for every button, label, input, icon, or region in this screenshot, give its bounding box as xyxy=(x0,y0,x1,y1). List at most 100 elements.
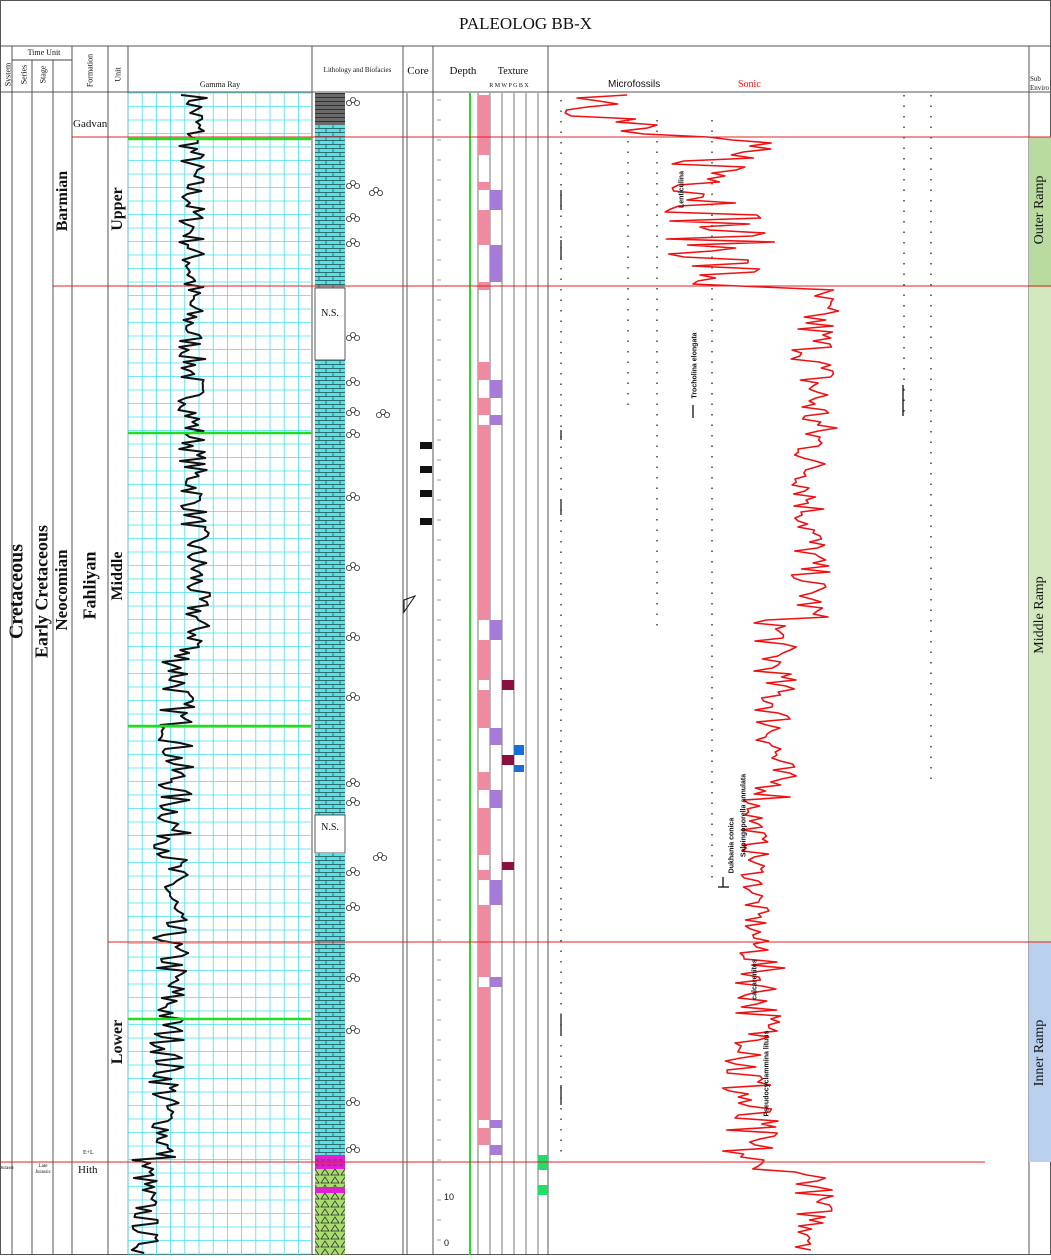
env-middle-ramp xyxy=(1029,287,1051,942)
series-base-label: Late Jurassic xyxy=(35,1164,51,1175)
texture-bar xyxy=(478,905,490,977)
depth-tick-label: 0 xyxy=(444,1238,450,1248)
texture-bar xyxy=(490,620,502,640)
fossil-symbol xyxy=(345,797,360,807)
header-sonic: Sonic xyxy=(738,79,761,90)
unit-middle-label: Middle xyxy=(109,551,126,601)
fossil-symbol xyxy=(345,902,360,912)
header-microfossils: Microfossils xyxy=(608,79,661,90)
fossil-label: calcarenites xyxy=(751,959,759,1000)
texture-bar xyxy=(478,640,490,680)
unit-upper-label: Upper xyxy=(109,187,126,231)
texture-bar xyxy=(490,190,502,210)
fossil-symbol xyxy=(345,376,360,386)
texture-bar xyxy=(490,245,502,253)
env-label-inner: Inner Ramp xyxy=(1032,1019,1047,1087)
depth-tick-label: 10 xyxy=(444,1192,455,1202)
texture-bar xyxy=(490,790,502,808)
fossil-symbol xyxy=(345,692,360,702)
sonic-curve xyxy=(564,94,840,1251)
unit-el-label: E+L xyxy=(83,1150,94,1156)
fossil-symbol xyxy=(345,428,360,438)
depth-column xyxy=(437,93,471,1255)
fossil-symbol xyxy=(345,97,360,107)
fossil-symbol xyxy=(368,186,383,196)
fossil-symbol xyxy=(345,1025,360,1035)
fossil-symbol xyxy=(345,406,360,416)
header-time-unit: Time Unit xyxy=(27,48,61,57)
texture-bar xyxy=(490,728,502,745)
formation-main-label: Fahliyan xyxy=(79,551,100,620)
fossil-label: Dukhania conica xyxy=(728,817,736,874)
texture-bar xyxy=(502,680,514,690)
biofacies-symbols xyxy=(345,97,390,1154)
gamma-markers xyxy=(128,137,312,1021)
fossil-range-markers xyxy=(692,385,904,888)
header-unit: Unit xyxy=(113,67,123,82)
fossil-label: Salpingoporella annulata xyxy=(740,773,748,858)
formation-base-label: Hith xyxy=(78,1164,98,1176)
fossil-symbol xyxy=(345,562,360,572)
fossil-symbol xyxy=(345,331,360,341)
stage-label: Neocomian xyxy=(52,549,71,631)
texture-bar xyxy=(490,1145,502,1155)
header-sub-environment: Sub Enviro xyxy=(1030,75,1050,92)
texture-bar xyxy=(502,862,514,870)
texture-bar xyxy=(478,398,490,415)
fossil-symbol xyxy=(345,973,360,983)
env-inner-ramp xyxy=(1029,942,1051,1162)
header-stage: Stage xyxy=(38,65,48,84)
header-system: System xyxy=(3,62,13,87)
fossil-symbol xyxy=(345,179,360,189)
fossil-symbol xyxy=(345,1097,360,1107)
texture-bar xyxy=(478,210,490,245)
fossil-symbol xyxy=(345,632,360,642)
system-base-label: Jurassic xyxy=(0,1166,14,1171)
texture-letters: R M W P G B X xyxy=(489,83,529,89)
boundary-lines xyxy=(0,136,1051,1163)
texture-bar xyxy=(478,690,490,728)
texture-bar xyxy=(490,977,502,987)
environment-column xyxy=(1029,137,1051,1162)
texture-bar xyxy=(478,808,490,855)
not-sampled-label: N.S. xyxy=(321,822,339,833)
texture-bar xyxy=(490,380,502,398)
column-dividers xyxy=(11,46,1030,1255)
texture-bar xyxy=(490,880,502,905)
texture-bar xyxy=(478,425,490,620)
header-depth: Depth xyxy=(449,65,477,77)
texture-bar xyxy=(478,182,490,190)
header-core: Core xyxy=(407,65,429,77)
texture-bar xyxy=(478,772,490,790)
texture-bar xyxy=(478,870,490,880)
texture-bar xyxy=(478,95,490,155)
fossil-symbol xyxy=(372,852,387,862)
header-lithology: Lithology and Biofacies xyxy=(323,66,392,74)
texture-bar xyxy=(490,415,502,425)
fossil-label: Trocholina elongata xyxy=(691,332,699,399)
fossil-label: Pseudocyclammina lituus xyxy=(763,1030,771,1117)
header-series: Series xyxy=(19,64,29,85)
not-sampled-label: N.S. xyxy=(321,308,339,319)
system-label: Cretaceous xyxy=(5,543,28,640)
texture-bar xyxy=(514,745,524,755)
fossil-symbol xyxy=(345,1144,360,1154)
formation-top-label: Gadvan xyxy=(73,118,108,130)
fossil-symbol xyxy=(345,778,360,788)
texture-column xyxy=(477,93,548,1255)
gamma-ray-curve xyxy=(130,94,211,1254)
figure-title: PALEOLOG BB-X xyxy=(458,14,593,33)
stage-upper-label: Barmian xyxy=(54,170,71,232)
fossil-symbol xyxy=(345,867,360,877)
texture-bar xyxy=(490,1120,502,1128)
texture-bar xyxy=(538,1185,548,1195)
texture-bar xyxy=(502,755,514,765)
series-label: Early Cretaceous xyxy=(31,524,52,659)
texture-bar xyxy=(478,362,490,380)
texture-bar xyxy=(514,765,524,772)
header-gamma-ray: Gamma Ray xyxy=(199,80,241,89)
core-column xyxy=(403,93,432,1255)
